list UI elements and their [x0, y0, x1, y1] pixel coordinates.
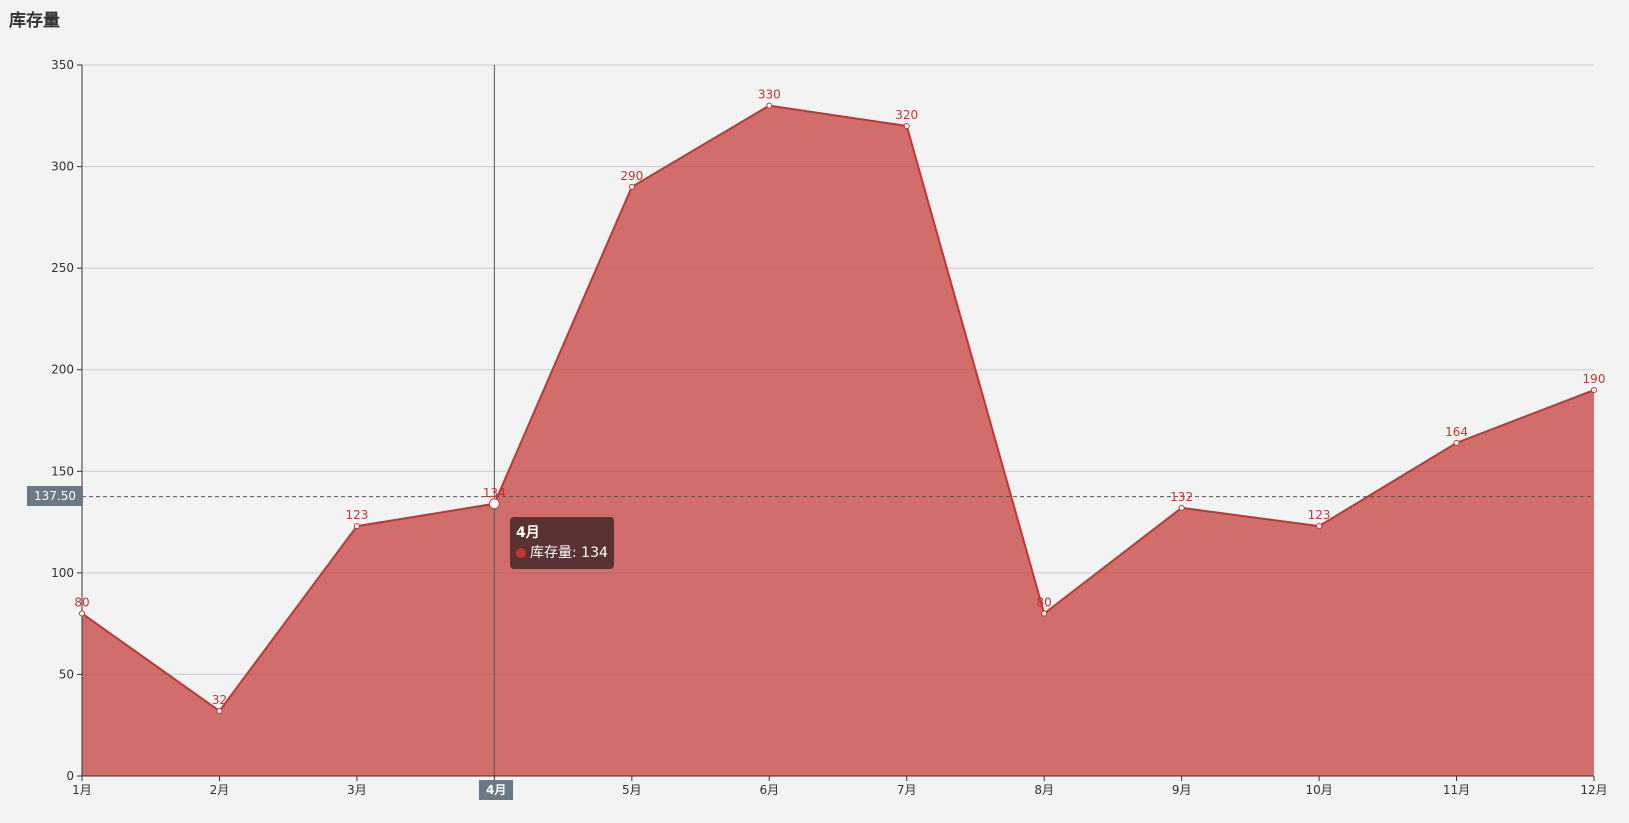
data-label: 290 — [620, 169, 643, 183]
data-label: 123 — [1308, 508, 1331, 522]
data-point[interactable] — [79, 610, 85, 617]
data-label: 80 — [1037, 595, 1052, 609]
y-tick-label: 50 — [59, 667, 74, 681]
data-point[interactable] — [1178, 504, 1185, 511]
series-line — [81, 104, 1595, 713]
x-tick-label: 11月 — [1443, 783, 1470, 797]
data-point[interactable] — [628, 183, 635, 190]
data-label: 190 — [1583, 372, 1606, 386]
data-point[interactable] — [903, 122, 910, 129]
data-point[interactable] — [1453, 439, 1460, 446]
data-point[interactable] — [216, 707, 223, 714]
data-label: 132 — [1170, 490, 1193, 504]
x-tick-label: 6月 — [759, 783, 779, 797]
series-dot-icon — [516, 548, 526, 558]
data-labels: 80 32 123 134 290 330 320 80 132 123 164 190 — [74, 88, 1605, 707]
data-label: 134 — [483, 486, 506, 500]
x-tick-label: 12月 — [1580, 783, 1607, 797]
data-point[interactable] — [1591, 387, 1597, 394]
y-tick-label: 350 — [51, 58, 74, 72]
tooltip-value: 134 — [581, 545, 608, 561]
data-label: 330 — [758, 88, 781, 102]
x-tick-label: 2月 — [210, 783, 230, 797]
y-axis-pointer-label: 137.50 — [27, 486, 83, 506]
tooltip-title: 4月 — [516, 525, 540, 541]
y-tick-label: 0 — [66, 769, 74, 783]
data-label: 80 — [74, 595, 89, 609]
tooltip: 4月 库存量: 134 — [510, 517, 614, 569]
data-point[interactable] — [353, 523, 360, 530]
data-label: 123 — [345, 508, 368, 522]
tooltip-series-label: 库存量 — [530, 545, 572, 561]
y-tick-label: 100 — [51, 566, 74, 580]
x-tick-label: 7月 — [897, 783, 917, 797]
tooltip-row: 库存量: 134 — [516, 543, 608, 563]
chart-title: 库存量 — [9, 11, 60, 31]
data-point[interactable] — [1041, 610, 1048, 617]
data-point[interactable] — [1316, 523, 1323, 530]
y-tick-label: 250 — [51, 261, 74, 275]
data-label: 164 — [1445, 425, 1468, 439]
x-axis-pointer-label: 4月 — [479, 780, 514, 800]
x-tick-label: 1月 — [72, 783, 92, 797]
y-tick-label: 300 — [51, 160, 74, 174]
y-axis-ticks: 0 50 100 150 200 250 300 350 — [51, 58, 82, 783]
y-tick-label: 150 — [51, 464, 74, 478]
x-tick-label: 10月 — [1305, 783, 1332, 797]
data-point[interactable] — [766, 102, 773, 109]
x-tick-label: 9月 — [1172, 783, 1192, 797]
x-tick-label: 8月 — [1034, 783, 1054, 797]
x-axis-ticks: 1月 2月 3月 5月 6月 7月 8月 9月 10月 11月 12月 — [72, 776, 1608, 797]
x-tick-label: 5月 — [622, 783, 642, 797]
data-label: 320 — [895, 108, 918, 122]
data-points — [79, 102, 1597, 714]
data-label: 32 — [212, 693, 227, 707]
x-tick-label: 3月 — [347, 783, 367, 797]
data-point[interactable] — [488, 498, 500, 510]
y-tick-label: 200 — [51, 363, 74, 377]
area-fill — [82, 105, 1594, 777]
